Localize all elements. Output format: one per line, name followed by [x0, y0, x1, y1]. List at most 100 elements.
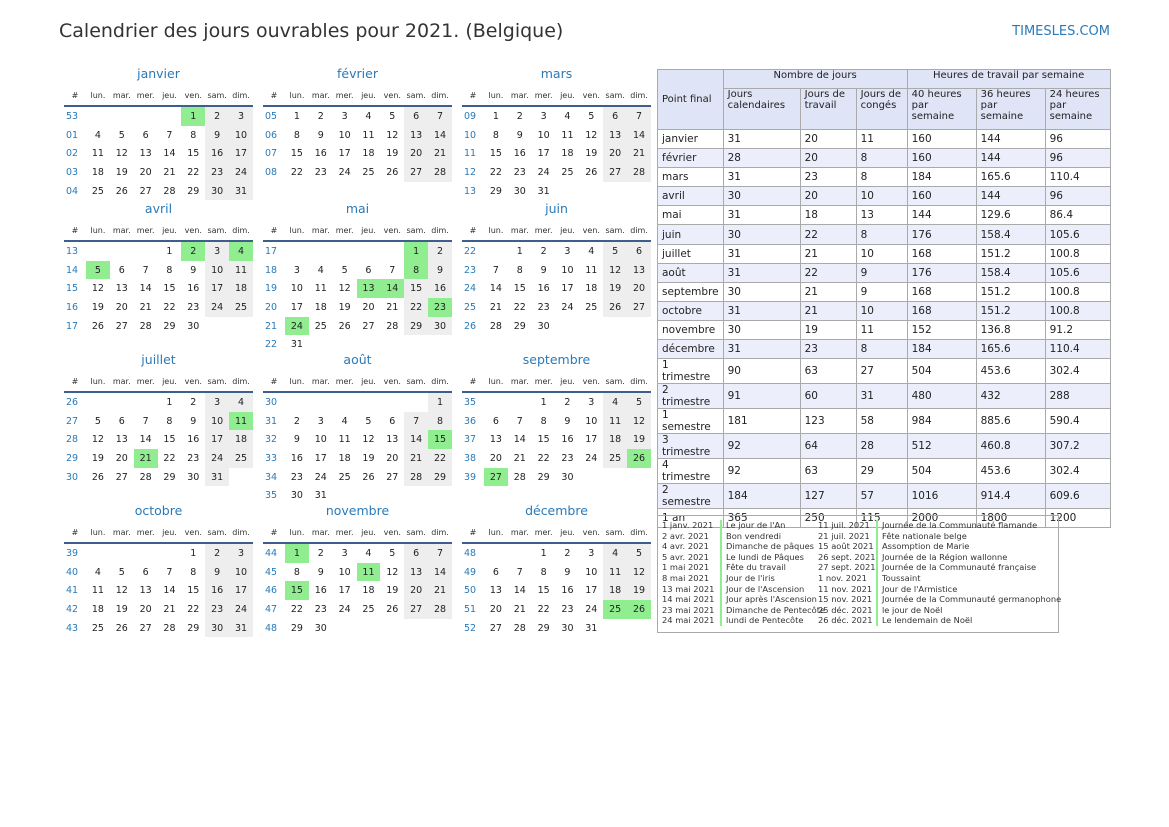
month-name: juillet [141, 352, 176, 367]
day: 5 [627, 392, 651, 412]
table-cell: 168 [906, 300, 977, 321]
day: 10 [537, 129, 550, 141]
day: 18 [338, 452, 351, 464]
holiday-date: 5 avr. 2021 [658, 551, 722, 563]
week-number: 30 [265, 396, 278, 408]
month-table: # lun. mar. mer. jeu. ven. sam. dim. 30 1 31 2 3 4 5 6 7… [263, 371, 452, 505]
table-cell: 288 [1044, 383, 1111, 410]
day: 25 [229, 449, 253, 468]
table-cell: 21 [799, 281, 857, 302]
day [110, 241, 134, 261]
weekday: mar. [507, 522, 532, 544]
weekday: dim. [627, 371, 651, 393]
weekday: mer. [531, 85, 556, 107]
legend-row: 8 mai 2021 Jour de l'iris [658, 572, 818, 584]
holiday-name: Toussaint [882, 572, 921, 583]
day [484, 241, 508, 261]
day: 3 [588, 547, 595, 559]
week-number: 46 [265, 585, 278, 597]
month-name: mars [540, 66, 573, 81]
day: 28 [163, 185, 176, 197]
day: 21 [513, 452, 526, 464]
day: 15 [163, 283, 176, 295]
day: 20 [404, 581, 429, 601]
table-cell: 984 [906, 408, 977, 435]
day: 13 [627, 260, 651, 280]
week-row: 35 1 2 3 4 5 [462, 392, 651, 412]
day: 20 [115, 452, 128, 464]
table-cell: 504 [906, 458, 977, 485]
day: 3 [564, 245, 571, 257]
header-cell: Jours de congés [855, 88, 908, 130]
holiday-name: Journée de la Communauté germanophone [882, 594, 1062, 605]
day [333, 392, 357, 412]
weekday: jeu. [555, 220, 580, 242]
table-row: août 31 22 9 176 158.4 105.6 [657, 262, 1111, 283]
day: 10 [290, 283, 303, 295]
table-cell: 31 [722, 339, 801, 360]
day: 14 [513, 585, 526, 597]
table-cell: 96 [1044, 148, 1111, 169]
week-row: 51 20 21 22 23 24 25 26 [462, 600, 651, 619]
weekday: mar. [308, 522, 333, 544]
day [110, 392, 134, 412]
weekday: # [263, 220, 285, 242]
day [357, 619, 381, 638]
weekday: dim. [229, 220, 253, 242]
day: 23 [537, 301, 550, 313]
table-cell: 144 [906, 205, 977, 226]
table-cell: 8 [855, 224, 908, 245]
day: 20 [627, 279, 651, 299]
day [309, 392, 333, 412]
table-cell: février [657, 148, 724, 169]
week-number: 21 [265, 320, 278, 332]
week-row: 25 21 22 23 24 25 26 27 [462, 298, 651, 317]
week-number: 19 [265, 283, 278, 295]
day [158, 106, 182, 126]
day: 7 [516, 566, 523, 578]
day: 19 [627, 581, 651, 601]
legend-row: 23 mai 2021 Dimanche de Pentecôte [658, 604, 825, 616]
day: 23 [205, 600, 230, 619]
day: 22 [187, 603, 200, 615]
table-row: 2 trimestre 91 60 31 480 432 288 [657, 383, 1111, 410]
day: 17 [585, 434, 598, 446]
day: 15 [285, 581, 309, 601]
table-cell: 302.4 [1044, 458, 1111, 485]
day [86, 392, 110, 412]
day: 28 [404, 467, 429, 487]
day: 28 [428, 163, 452, 182]
holiday-date: 15 nov. 2021 [814, 594, 878, 605]
table-cell: 151.2 [975, 281, 1046, 302]
day: 13 [115, 434, 128, 446]
holiday-date: 26 sept. 2021 [814, 551, 878, 563]
site-link[interactable]: TIMESLES.COM [1012, 24, 1110, 39]
holiday-date: 23 mai 2021 [658, 604, 722, 616]
day [428, 619, 452, 638]
week-number: 28 [66, 434, 79, 446]
day: 27 [404, 600, 429, 619]
day: 3 [205, 392, 230, 412]
week-row: 07 15 16 17 18 19 20 21 [263, 144, 452, 164]
week-row: 14 5 6 7 8 9 10 11 [64, 260, 253, 280]
day [484, 543, 508, 563]
holiday-name: Dimanche de pâques [726, 541, 814, 552]
day: 3 [229, 543, 253, 563]
holiday-name: Jour après l'Ascension [726, 594, 817, 605]
table-cell: 31 [722, 167, 801, 188]
day: 20 [386, 452, 399, 464]
month: juillet # lun. mar. mer. jeu. ven. sam. dim. 26 1 2… [64, 351, 253, 487]
weekday: sam. [205, 220, 230, 242]
header-group: Nombre de jours [722, 69, 908, 89]
table-cell: 184 [906, 167, 977, 188]
day: 26 [627, 449, 651, 468]
weekday: ven. [579, 371, 604, 393]
title: Calendrier des jours ouvrables pour 2021… [59, 20, 564, 42]
day: 16 [314, 148, 327, 160]
day: 18 [229, 430, 253, 450]
week-number: 23 [464, 264, 477, 276]
day: 9 [564, 415, 571, 427]
day: 30 [187, 320, 200, 332]
week-number: 14 [66, 264, 79, 276]
day [508, 392, 532, 412]
